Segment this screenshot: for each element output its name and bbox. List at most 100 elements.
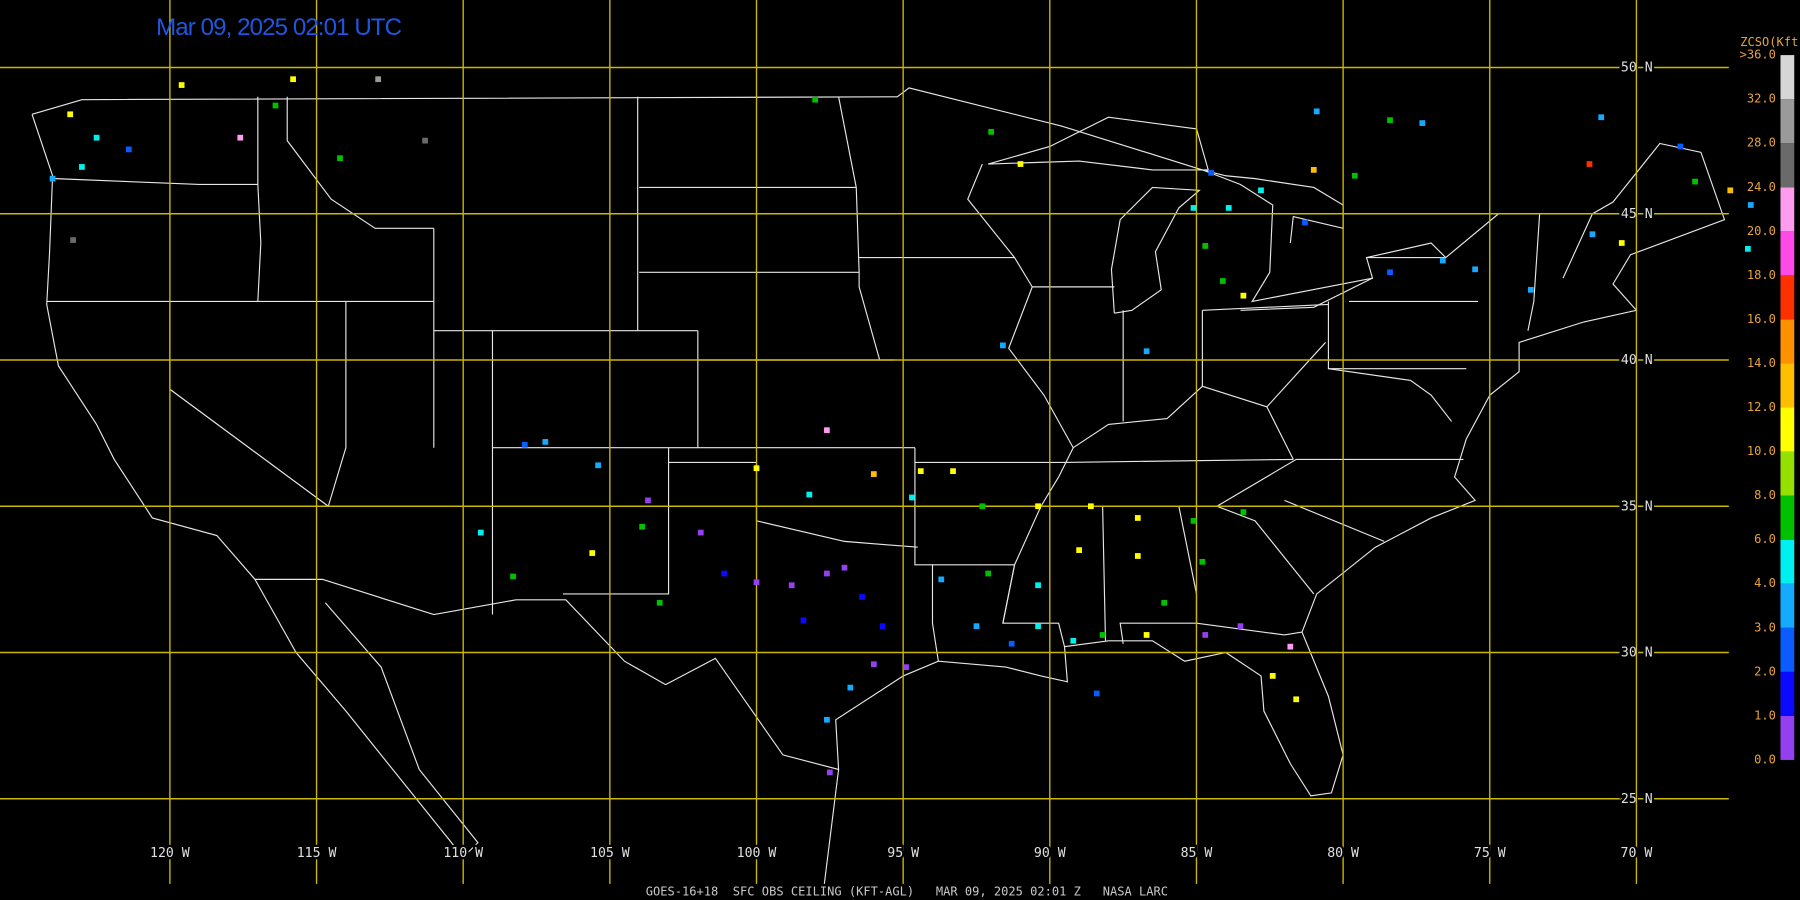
observation	[1017, 161, 1024, 167]
observation	[753, 579, 760, 586]
boundary	[1202, 169, 1344, 244]
legend-label: >36.0	[1740, 48, 1776, 62]
observation	[1076, 547, 1083, 553]
observation	[1035, 503, 1041, 510]
legend-label: 20.0	[1747, 224, 1776, 238]
boundary	[1562, 213, 1593, 279]
legend-label: 10.0	[1747, 444, 1776, 458]
longitude-label: 110 W	[443, 846, 483, 861]
legend-label: 28.0	[1747, 136, 1776, 150]
boundary	[1202, 303, 1329, 311]
observation	[1727, 187, 1734, 194]
observation	[753, 465, 760, 472]
map-title: Mar 09, 2025 02:01 UTC	[156, 14, 401, 41]
observation	[422, 137, 428, 144]
observation	[1008, 640, 1015, 647]
longitude-label: 70 W	[1621, 846, 1653, 861]
observation	[79, 164, 85, 170]
observation	[788, 582, 795, 589]
boundary	[1327, 301, 1467, 370]
observation	[1237, 623, 1244, 630]
observation	[879, 623, 886, 630]
observation	[938, 576, 945, 583]
basemap	[31, 87, 1726, 884]
observation	[1589, 231, 1596, 238]
observation	[67, 111, 74, 118]
boundary	[855, 187, 881, 361]
observation	[1419, 120, 1426, 126]
footer: GOES-16+18 SFC OBS CEILING (KFT-AGL) MAR…	[646, 884, 1168, 898]
observation	[1190, 205, 1197, 211]
observation	[1287, 643, 1294, 650]
boundary	[31, 87, 1726, 797]
boundary	[1240, 277, 1373, 311]
observation	[1219, 278, 1226, 284]
observation	[656, 599, 663, 606]
observation	[1302, 219, 1308, 226]
observation	[49, 175, 56, 182]
observation	[337, 155, 343, 162]
boundary	[1119, 506, 1198, 644]
boundary	[697, 330, 915, 449]
observation	[178, 82, 185, 88]
observation	[1225, 205, 1232, 211]
longitude-label: 100 W	[737, 846, 777, 861]
observation	[1035, 582, 1041, 589]
boundary	[1102, 506, 1107, 641]
observation	[1143, 348, 1150, 355]
observation	[1313, 108, 1320, 115]
observation	[1747, 202, 1754, 208]
observation	[806, 491, 813, 498]
observation	[697, 529, 704, 536]
boundary	[967, 163, 1016, 258]
boundary	[1284, 499, 1385, 542]
legend-label: 2.0	[1754, 664, 1776, 678]
observation	[125, 146, 132, 153]
observation	[917, 468, 924, 475]
boundary	[1072, 342, 1326, 449]
observation	[70, 237, 76, 243]
observation	[542, 439, 549, 445]
observation	[985, 570, 992, 577]
longitude-label: 90 W	[1034, 846, 1066, 861]
observation	[870, 471, 877, 477]
longitude-label: 75 W	[1474, 846, 1506, 861]
legend-swatch	[1780, 143, 1795, 188]
boundary	[1196, 622, 1303, 636]
observation	[595, 462, 601, 469]
boundary	[1064, 458, 1294, 463]
observation	[1310, 167, 1317, 173]
legend-swatch	[1780, 275, 1795, 320]
observation	[950, 468, 956, 475]
legend-swatch	[1780, 715, 1795, 760]
observation	[1240, 509, 1247, 515]
legend-swatch	[1780, 99, 1795, 144]
longitude-label: 95 W	[887, 846, 919, 861]
observation	[988, 128, 995, 135]
boundary	[286, 96, 434, 229]
observation	[1269, 673, 1276, 679]
legend-label: 14.0	[1747, 356, 1776, 370]
legend-label: 12.0	[1747, 400, 1776, 414]
observation	[800, 617, 807, 624]
legend-swatch	[1780, 363, 1795, 408]
legend: ZCSO(Kft) 0.0 1.0 2.0 3.0 4.0 6.0 8.0 10.0 12.0 14…	[1740, 35, 1800, 766]
boundary	[1366, 242, 1447, 259]
observation	[909, 494, 915, 501]
observation	[1258, 187, 1264, 194]
observation	[1387, 269, 1393, 276]
boundary	[562, 447, 670, 595]
boundary	[327, 301, 347, 507]
observation	[521, 441, 528, 448]
boundary	[988, 116, 1209, 171]
legend-swatch	[1780, 231, 1795, 276]
legend-label: 32.0	[1747, 92, 1776, 106]
observation	[1472, 266, 1478, 273]
observation	[290, 76, 296, 83]
observation	[1161, 599, 1168, 606]
observation	[824, 427, 830, 434]
legend-label: 4.0	[1754, 576, 1776, 590]
